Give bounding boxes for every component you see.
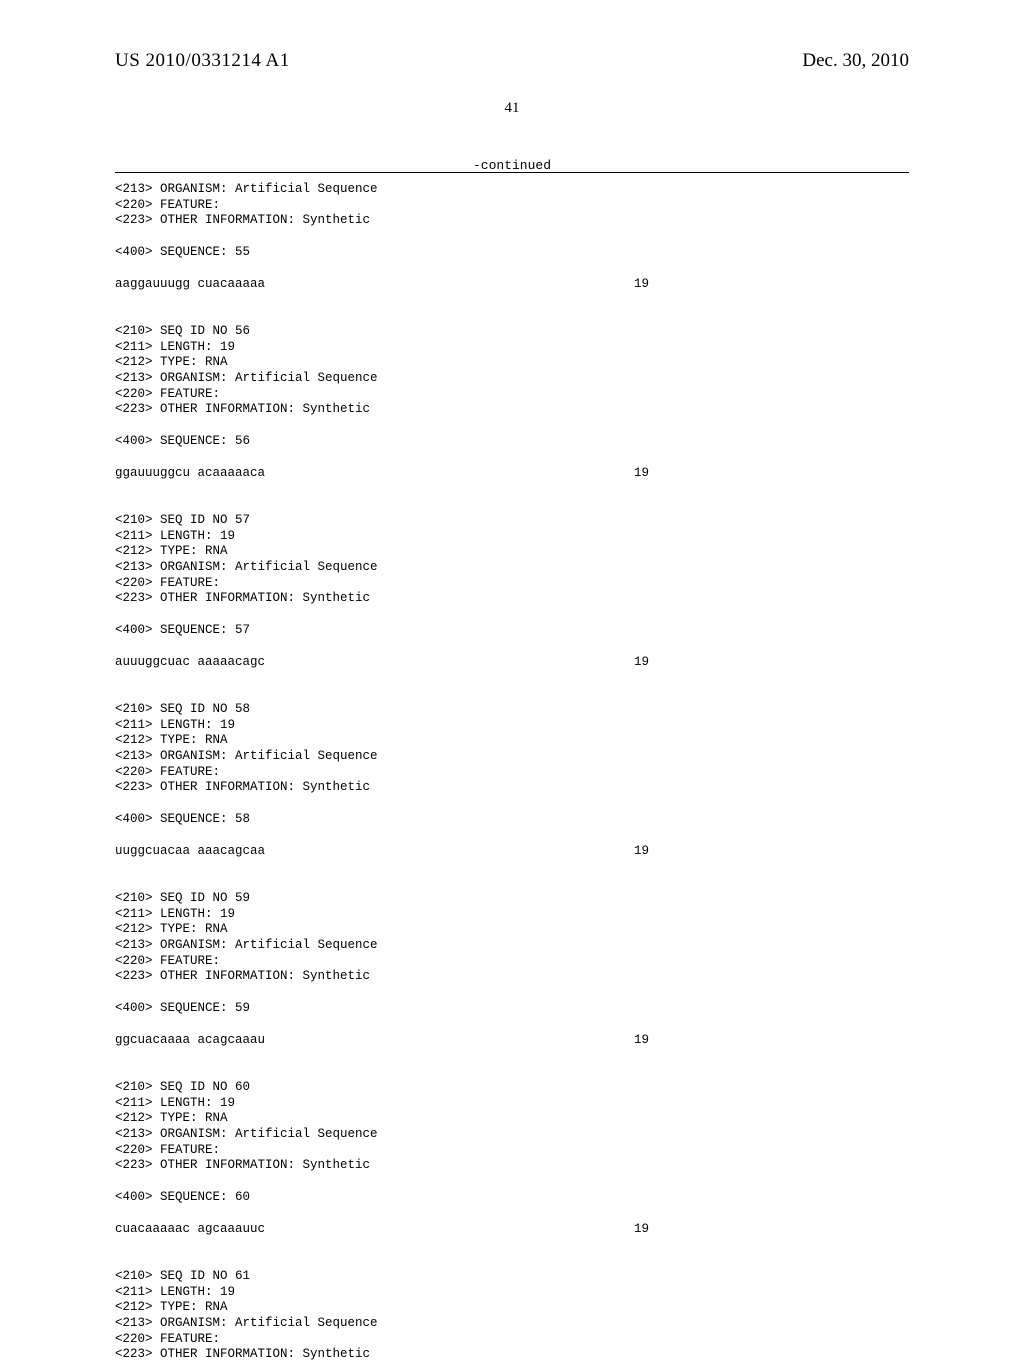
sequence-metadata-line: <211> LENGTH: 19 <box>115 718 909 734</box>
sequence-metadata-line: <212> TYPE: RNA <box>115 544 909 560</box>
sequence-metadata-line: <210> SEQ ID NO 58 <box>115 702 909 718</box>
sequence-metadata-line: <220> FEATURE: <box>115 387 909 403</box>
sequence-metadata-line: <220> FEATURE: <box>115 1143 909 1159</box>
sequence-text: aaggauuugg cuacaaaaa <box>115 277 265 293</box>
horizontal-rule <box>115 172 909 173</box>
sequence-metadata-line: <213> ORGANISM: Artificial Sequence <box>115 560 909 576</box>
sequence-label: <400> SEQUENCE: 55 <box>115 245 909 261</box>
sequence-metadata-line: <212> TYPE: RNA <box>115 355 909 371</box>
sequence-metadata-line: <213> ORGANISM: Artificial Sequence <box>115 938 909 954</box>
sequence-label: <400> SEQUENCE: 56 <box>115 434 909 450</box>
sequence-metadata-line: <212> TYPE: RNA <box>115 733 909 749</box>
sequence-metadata-line: <223> OTHER INFORMATION: Synthetic <box>115 969 909 985</box>
sequence-metadata-line: <211> LENGTH: 19 <box>115 529 909 545</box>
sequence-label: <400> SEQUENCE: 57 <box>115 623 909 639</box>
sequence-length: 19 <box>634 844 909 860</box>
sequence-row: ggauuuggcu acaaaaaca 19 <box>115 466 909 482</box>
sequence-text: cuacaaaaac agcaaauuc <box>115 1222 265 1238</box>
sequence-metadata-line: <223> OTHER INFORMATION: Synthetic <box>115 780 909 796</box>
sequence-metadata-line: <211> LENGTH: 19 <box>115 1285 909 1301</box>
sequence-row: aaggauuugg cuacaaaaa 19 <box>115 277 909 293</box>
sequence-metadata-line: <211> LENGTH: 19 <box>115 1096 909 1112</box>
sequence-metadata-line: <210> SEQ ID NO 56 <box>115 324 909 340</box>
sequence-length: 19 <box>634 1033 909 1049</box>
sequence-metadata-line: <210> SEQ ID NO 57 <box>115 513 909 529</box>
sequence-metadata-line: <211> LENGTH: 19 <box>115 907 909 923</box>
sequence-metadata-line: <213> ORGANISM: Artificial Sequence <box>115 1316 909 1332</box>
sequence-metadata-line: <211> LENGTH: 19 <box>115 340 909 356</box>
sequence-row: ggcuacaaaa acagcaaau 19 <box>115 1033 909 1049</box>
sequence-metadata-line: <220> FEATURE: <box>115 198 909 214</box>
sequence-text: auuuggcuac aaaaacagc <box>115 655 265 671</box>
sequence-metadata-line: <210> SEQ ID NO 59 <box>115 891 909 907</box>
sequence-text: ggauuuggcu acaaaaaca <box>115 466 265 482</box>
continued-label: -continued <box>0 158 1024 173</box>
sequence-metadata-line: <220> FEATURE: <box>115 765 909 781</box>
sequence-metadata-line: <220> FEATURE: <box>115 576 909 592</box>
sequence-metadata-line: <213> ORGANISM: Artificial Sequence <box>115 749 909 765</box>
sequence-metadata-line: <220> FEATURE: <box>115 954 909 970</box>
sequence-metadata-line: <223> OTHER INFORMATION: Synthetic <box>115 1347 909 1363</box>
sequence-row: uuggcuacaa aaacagcaa 19 <box>115 844 909 860</box>
sequence-length: 19 <box>634 1222 909 1238</box>
sequence-length: 19 <box>634 466 909 482</box>
sequence-metadata-line: <210> SEQ ID NO 61 <box>115 1269 909 1285</box>
sequence-row: cuacaaaaac agcaaauuc 19 <box>115 1222 909 1238</box>
sequence-metadata-line: <210> SEQ ID NO 60 <box>115 1080 909 1096</box>
sequence-row: auuuggcuac aaaaacagc 19 <box>115 655 909 671</box>
sequence-text: uuggcuacaa aaacagcaa <box>115 844 265 860</box>
page-number: 41 <box>0 100 1024 117</box>
sequence-metadata-line: <212> TYPE: RNA <box>115 1111 909 1127</box>
sequence-length: 19 <box>634 277 909 293</box>
sequence-label: <400> SEQUENCE: 59 <box>115 1001 909 1017</box>
sequence-metadata-line: <213> ORGANISM: Artificial Sequence <box>115 371 909 387</box>
sequence-metadata-line: <212> TYPE: RNA <box>115 1300 909 1316</box>
sequence-label: <400> SEQUENCE: 58 <box>115 812 909 828</box>
sequence-metadata-line: <223> OTHER INFORMATION: Synthetic <box>115 213 909 229</box>
sequence-listing: <213> ORGANISM: Artificial Sequence<220>… <box>115 182 909 1363</box>
sequence-metadata-line: <223> OTHER INFORMATION: Synthetic <box>115 591 909 607</box>
sequence-metadata-line: <213> ORGANISM: Artificial Sequence <box>115 1127 909 1143</box>
sequence-metadata-line: <223> OTHER INFORMATION: Synthetic <box>115 402 909 418</box>
sequence-metadata-line: <220> FEATURE: <box>115 1332 909 1348</box>
publication-date: Dec. 30, 2010 <box>802 50 909 72</box>
sequence-metadata-line: <223> OTHER INFORMATION: Synthetic <box>115 1158 909 1174</box>
sequence-metadata-line: <213> ORGANISM: Artificial Sequence <box>115 182 909 198</box>
publication-number: US 2010/0331214 A1 <box>115 50 290 72</box>
sequence-text: ggcuacaaaa acagcaaau <box>115 1033 265 1049</box>
sequence-label: <400> SEQUENCE: 60 <box>115 1190 909 1206</box>
sequence-length: 19 <box>634 655 909 671</box>
sequence-metadata-line: <212> TYPE: RNA <box>115 922 909 938</box>
